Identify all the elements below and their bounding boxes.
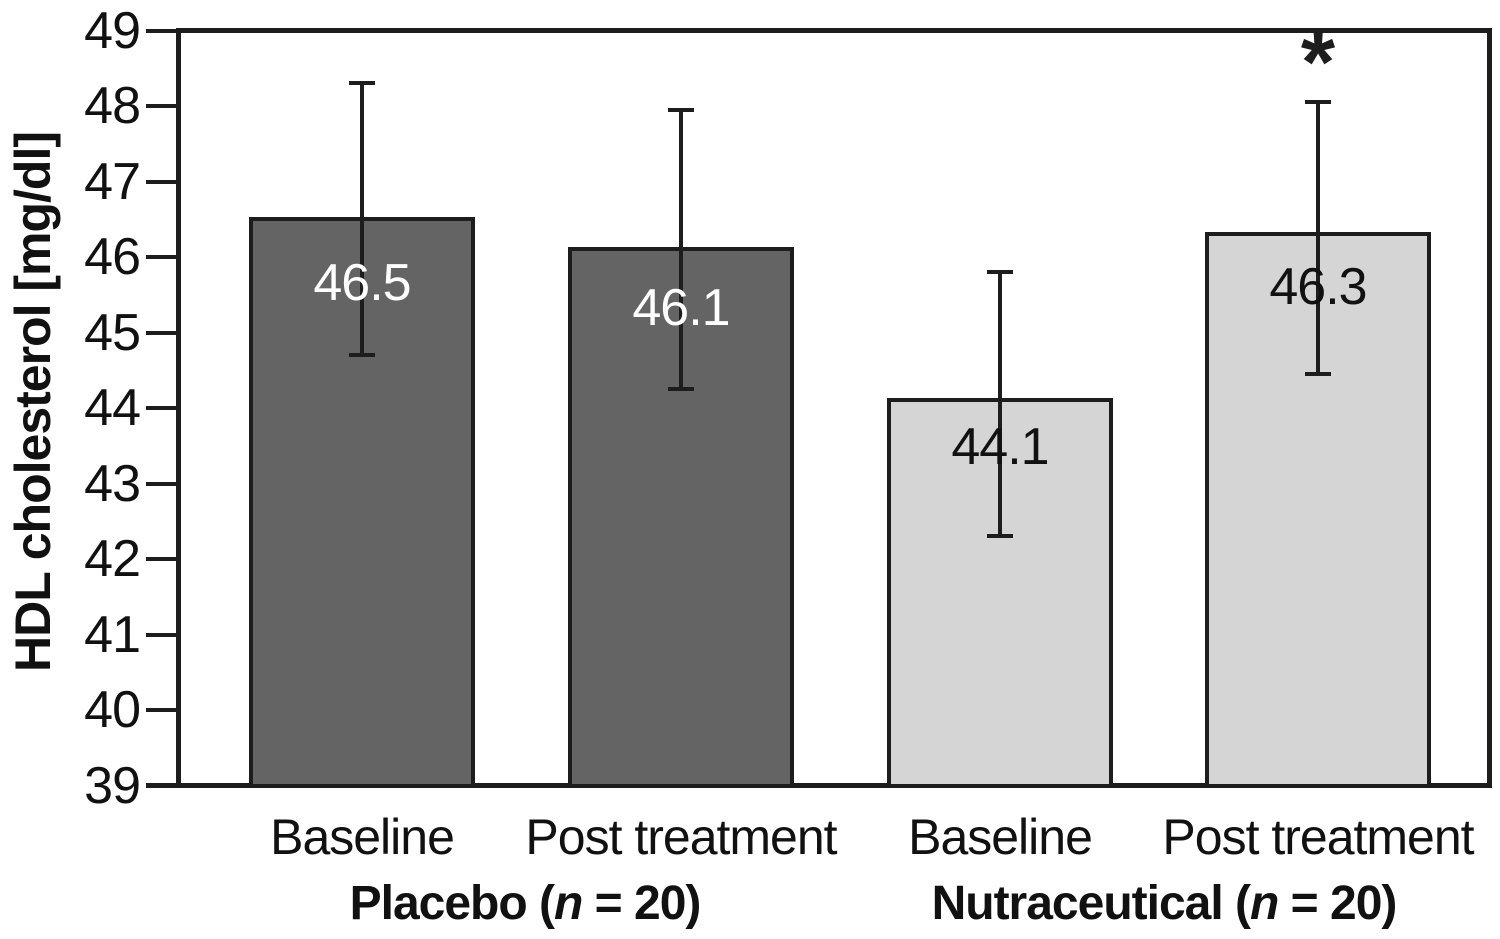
bar-value-label: 44.1 bbox=[951, 418, 1049, 477]
group-label-n: n bbox=[554, 877, 583, 930]
y-axis-tick bbox=[146, 708, 176, 712]
y-axis-tick-label: 44 bbox=[84, 379, 141, 437]
group-label-pre: Nutraceutical ( bbox=[931, 877, 1251, 930]
bar-value-label: 46.3 bbox=[1269, 258, 1367, 317]
error-bar-cap-bottom bbox=[668, 387, 694, 392]
y-axis-tick-label: 43 bbox=[84, 454, 141, 513]
y-axis-tick bbox=[146, 557, 176, 561]
error-bar bbox=[998, 272, 1002, 537]
error-bar-cap-bottom bbox=[1305, 372, 1331, 377]
x-axis-category-label: Post treatment bbox=[1162, 809, 1474, 865]
y-axis-tick-label: 47 bbox=[84, 152, 141, 211]
y-axis-tick bbox=[146, 255, 176, 259]
y-axis-tick-label: 48 bbox=[84, 77, 141, 135]
y-axis-tick-label: 41 bbox=[84, 605, 141, 664]
error-bar-cap-top bbox=[349, 81, 375, 86]
bar-value-label: 46.5 bbox=[313, 254, 411, 313]
y-axis-tick bbox=[146, 632, 176, 637]
y-axis-tick bbox=[146, 481, 176, 486]
x-axis-category-label: Baseline bbox=[908, 809, 1093, 865]
y-axis-tick bbox=[146, 179, 176, 184]
plot-frame-top bbox=[176, 28, 1492, 33]
group-label-n: n bbox=[1250, 877, 1279, 930]
y-axis-tick bbox=[146, 330, 176, 335]
group-label-post: = 20) bbox=[582, 877, 702, 930]
y-axis-tick-label: 46 bbox=[84, 228, 141, 286]
plot-frame-bottom bbox=[146, 783, 1492, 788]
group-label-post: = 20) bbox=[1278, 877, 1398, 930]
y-axis-tick bbox=[146, 406, 176, 410]
error-bar-cap-top bbox=[668, 107, 694, 112]
bar-value-label: 46.1 bbox=[632, 279, 730, 338]
group-label: Placebo (n = 20) bbox=[245, 878, 805, 930]
plot-frame-left bbox=[176, 28, 181, 788]
y-axis-tick bbox=[146, 783, 176, 788]
bar bbox=[1205, 232, 1431, 788]
y-axis-tick-label: 42 bbox=[84, 530, 141, 588]
plot-frame-right bbox=[1487, 28, 1492, 788]
significance-asterisk: * bbox=[1300, 12, 1336, 111]
error-bar-cap-top bbox=[1305, 100, 1331, 105]
error-bar bbox=[360, 83, 364, 356]
x-axis-category-label: Baseline bbox=[270, 809, 455, 865]
y-axis-tick-label: 39 bbox=[84, 756, 141, 815]
group-label: Nutraceutical (n = 20) bbox=[884, 878, 1444, 930]
error-bar bbox=[679, 109, 683, 390]
y-axis-tick-label: 49 bbox=[84, 1, 141, 60]
y-axis-tick-label: 45 bbox=[84, 303, 141, 362]
error-bar-cap-bottom bbox=[349, 353, 375, 358]
error-bar bbox=[1316, 102, 1320, 375]
error-bar-cap-bottom bbox=[987, 534, 1013, 539]
error-bar-cap-top bbox=[987, 270, 1013, 275]
group-label-pre: Placebo ( bbox=[349, 877, 555, 930]
y-axis-tick bbox=[146, 28, 176, 33]
x-axis-category-label: Post treatment bbox=[525, 809, 837, 865]
y-axis-tick bbox=[146, 104, 176, 108]
y-axis-tick-label: 40 bbox=[84, 681, 141, 739]
